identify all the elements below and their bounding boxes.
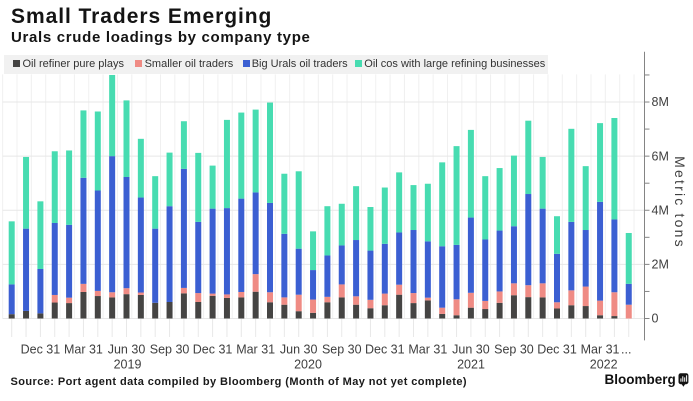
svg-text:2020: 2020: [294, 358, 322, 372]
svg-text:Jun 30: Jun 30: [452, 343, 490, 357]
svg-text:...: ...: [621, 343, 631, 357]
svg-text:2019: 2019: [114, 358, 142, 372]
svg-text:8M: 8M: [652, 95, 669, 109]
svg-text:2021: 2021: [457, 358, 485, 372]
svg-text:Mar 31: Mar 31: [581, 343, 620, 357]
svg-text:Jun 30: Jun 30: [108, 343, 146, 357]
svg-text:Mar 31: Mar 31: [408, 343, 447, 357]
svg-text:Sep 30: Sep 30: [150, 343, 190, 357]
svg-text:Sep 30: Sep 30: [322, 343, 362, 357]
svg-text:Sep 30: Sep 30: [494, 343, 534, 357]
svg-text:Metric tons: Metric tons: [672, 156, 688, 249]
svg-text:Dec 31: Dec 31: [193, 343, 233, 357]
svg-text:6M: 6M: [652, 149, 669, 163]
svg-text:Jun 30: Jun 30: [280, 343, 318, 357]
svg-text:Dec 31: Dec 31: [21, 343, 61, 357]
svg-text:2M: 2M: [652, 258, 669, 272]
svg-text:0: 0: [652, 312, 659, 326]
svg-text:Dec 31: Dec 31: [365, 343, 405, 357]
svg-text:4M: 4M: [652, 203, 669, 217]
svg-text:Mar 31: Mar 31: [64, 343, 103, 357]
svg-text:2022: 2022: [590, 358, 618, 372]
svg-text:Mar 31: Mar 31: [236, 343, 275, 357]
svg-text:Dec 31: Dec 31: [537, 343, 577, 357]
